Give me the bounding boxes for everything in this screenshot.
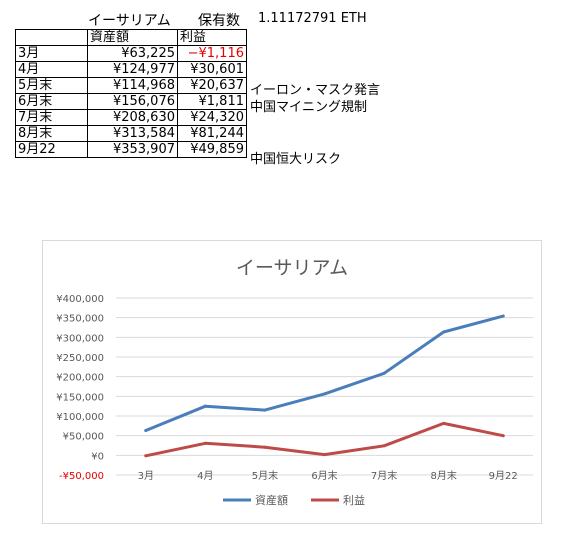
y-tick-label: ¥150,000	[56, 392, 104, 403]
table-row: 6月末 ¥156,076 ¥1,811	[15, 93, 247, 110]
data-point	[263, 408, 267, 412]
data-point	[382, 371, 386, 375]
data-point	[203, 441, 207, 445]
series-line-1	[144, 421, 505, 458]
profit-cell[interactable]: ¥24,320	[177, 109, 247, 126]
table-row: 8月末 ¥313,584 ¥81,244	[15, 125, 247, 142]
data-point	[263, 445, 267, 449]
header-cell-assets[interactable]: 資産額	[87, 29, 178, 46]
table-row: 3月 ¥63,225 −¥1,116	[15, 45, 247, 62]
table-row: 4月 ¥124,977 ¥30,601	[15, 61, 247, 78]
data-point	[382, 444, 386, 448]
y-tick-label: -¥50,000	[59, 471, 104, 482]
x-tick-label: 9月22	[489, 470, 518, 482]
data-point	[203, 404, 207, 408]
profit-cell[interactable]: ¥20,637	[177, 77, 247, 94]
profit-cell[interactable]: ¥30,601	[177, 61, 247, 78]
note-elon[interactable]: イーロン・マスク発言	[250, 83, 381, 98]
note-china-mining[interactable]: 中国マイニング規制	[250, 100, 368, 115]
assets-cell[interactable]: ¥313,584	[87, 125, 178, 142]
line-chart: イーサリアム ¥400,000 ¥350,000 ¥300,000 ¥250,000 ¥…	[56, 257, 533, 507]
y-tick-label: ¥100,000	[56, 412, 104, 423]
data-point	[144, 454, 148, 458]
data-point	[323, 392, 326, 396]
data-point	[323, 453, 326, 457]
month-cell[interactable]: 7月末	[15, 109, 88, 126]
x-tick-label: 8月末	[430, 469, 456, 482]
x-tick-label: 7月末	[371, 469, 397, 482]
legend-label: 資産額	[255, 494, 288, 507]
data-point	[442, 330, 446, 334]
assets-cell[interactable]: ¥114,968	[87, 77, 178, 94]
data-point	[144, 428, 148, 432]
header-cell-profit[interactable]: 利益	[177, 29, 247, 46]
series-line-0	[144, 314, 505, 432]
month-cell[interactable]: 3月	[15, 45, 88, 62]
month-cell[interactable]: 9月22	[15, 141, 88, 158]
data-point	[501, 314, 505, 318]
holding-label: 保有数	[198, 13, 240, 29]
y-tick-label: ¥300,000	[56, 333, 104, 344]
profit-cell[interactable]: −¥1,116	[177, 45, 247, 62]
y-tick-label: ¥350,000	[56, 314, 104, 325]
assets-cell[interactable]: ¥124,977	[87, 61, 178, 78]
legend-label: 利益	[343, 493, 365, 507]
table-header-row: 資産額 利益	[15, 29, 247, 46]
month-cell[interactable]: 4月	[15, 61, 88, 78]
y-tick-label: ¥400,000	[56, 294, 104, 305]
y-tick-label: ¥50,000	[63, 432, 104, 443]
table-row: 7月末 ¥208,630 ¥24,320	[15, 109, 247, 126]
x-tick-label: 5月末	[252, 469, 278, 482]
holding-value: 1.11172791 ETH	[258, 11, 367, 26]
chart-area[interactable]: イーサリアム ¥400,000 ¥350,000 ¥300,000 ¥250,000 ¥…	[42, 240, 542, 524]
note-evergrande[interactable]: 中国恒大リスク	[250, 152, 342, 167]
y-tick-label: ¥200,000	[56, 373, 104, 384]
profit-cell[interactable]: ¥49,859	[177, 141, 247, 158]
data-point	[501, 434, 505, 438]
data-table: 資産額 利益 3月 ¥63,225 −¥1,116 4月 ¥124,977 ¥3…	[15, 29, 247, 158]
profit-cell[interactable]: ¥1,811	[177, 93, 247, 110]
x-tick-label: 4月	[197, 470, 213, 482]
month-cell[interactable]: 6月末	[15, 93, 88, 110]
y-tick-label: ¥0	[91, 451, 104, 462]
x-tick-label: 3月	[138, 470, 154, 482]
table-row: 9月22 ¥353,907 ¥49,859	[15, 141, 247, 158]
y-tick-label: ¥250,000	[56, 353, 104, 364]
month-cell[interactable]: 8月末	[15, 125, 88, 142]
assets-cell[interactable]: ¥208,630	[87, 109, 178, 126]
assets-cell[interactable]: ¥156,076	[87, 93, 178, 110]
assets-cell[interactable]: ¥353,907	[87, 141, 178, 158]
assets-cell[interactable]: ¥63,225	[87, 45, 178, 62]
month-cell[interactable]: 5月末	[15, 77, 88, 94]
table-row: 5月末 ¥114,968 ¥20,637	[15, 77, 247, 94]
sheet-title: イーサリアム	[88, 13, 171, 29]
x-tick-label: 6月末	[311, 469, 337, 482]
header-cell-blank[interactable]	[15, 29, 88, 46]
profit-cell[interactable]: ¥81,244	[177, 125, 247, 142]
data-point	[442, 421, 446, 425]
chart-title: イーサリアム	[236, 257, 348, 279]
